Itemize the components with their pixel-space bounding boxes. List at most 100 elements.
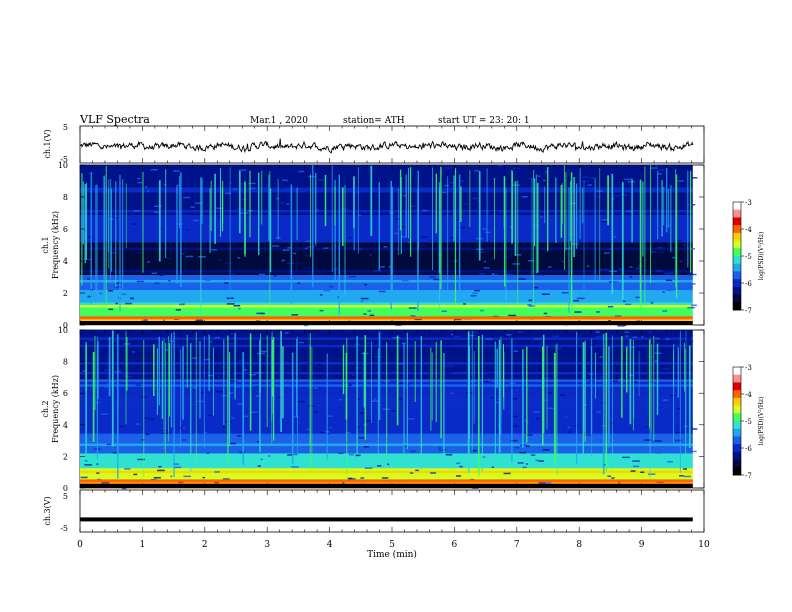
spectrogram-speckle bbox=[217, 259, 222, 261]
spectrogram-speckle bbox=[286, 383, 290, 385]
spectrogram-speckle bbox=[383, 246, 388, 248]
spectrogram-speckle bbox=[668, 400, 672, 402]
spectrogram-speckle bbox=[207, 199, 212, 201]
spectrogram-speckle bbox=[208, 414, 213, 417]
spectrogram-speckle bbox=[133, 210, 141, 212]
spectrogram-speckle bbox=[608, 170, 614, 173]
spectrogram-speckle bbox=[512, 389, 518, 391]
frequency-tick-label: 4 bbox=[63, 421, 68, 430]
spectrogram-speckle bbox=[542, 449, 550, 451]
spectrogram-speckle bbox=[557, 199, 562, 202]
spectrogram-speckle bbox=[485, 241, 490, 243]
spectrogram-speckle bbox=[463, 177, 466, 179]
spectrogram-band bbox=[80, 463, 693, 467]
spectrogram-speckle bbox=[143, 319, 148, 321]
colorbar-tick-label: -6 bbox=[745, 445, 752, 453]
spectrogram-speckle bbox=[202, 476, 206, 479]
spectrogram-speckle bbox=[150, 169, 158, 171]
spectrogram-speckle bbox=[237, 439, 246, 441]
spectrogram-speckle bbox=[613, 236, 617, 238]
spectrogram-speckle bbox=[225, 262, 233, 264]
spectrogram-speckle bbox=[204, 431, 208, 434]
spectrogram-speckle bbox=[279, 440, 284, 443]
spectrogram-speckle bbox=[599, 268, 604, 271]
colorbar-segment bbox=[733, 413, 741, 422]
spectrogram-speckle bbox=[135, 384, 141, 386]
spectrogram-speckle bbox=[665, 338, 670, 340]
spectrogram-speckle bbox=[395, 356, 398, 358]
colorbar-segment bbox=[733, 374, 741, 383]
spectrogram-speckle bbox=[540, 450, 547, 453]
spectrogram-speckle bbox=[276, 197, 280, 200]
spectrogram-speckle bbox=[240, 212, 248, 214]
spectrogram-speckle bbox=[453, 335, 461, 338]
colorbar-segment bbox=[733, 367, 741, 376]
spectrogram-speckle bbox=[291, 314, 299, 316]
spectrogram-band bbox=[80, 215, 693, 218]
spectrogram-speckle bbox=[588, 177, 595, 179]
spectrogram-speckle bbox=[675, 240, 682, 242]
spectrogram-speckle bbox=[224, 282, 229, 284]
spectrogram-speckle bbox=[379, 330, 388, 333]
spectrogram-speckle bbox=[82, 401, 86, 404]
spectrogram-band bbox=[80, 187, 693, 191]
spectrogram-speckle bbox=[659, 252, 665, 254]
spectrogram-speckle bbox=[149, 418, 155, 421]
spectrogram-speckle bbox=[622, 300, 626, 302]
spectrogram-speckle bbox=[401, 279, 409, 282]
spectrogram-speckle bbox=[303, 267, 312, 269]
spectrogram-speckle bbox=[531, 438, 539, 440]
spectrogram-speckle bbox=[664, 272, 669, 275]
spectrogram-speckle bbox=[533, 411, 540, 413]
spectrogram-speckle bbox=[108, 308, 114, 311]
spectrogram-speckle bbox=[629, 276, 633, 278]
spectrogram-speckle bbox=[624, 331, 630, 333]
spectrogram-speckle bbox=[179, 303, 185, 306]
spectrogram-speckle bbox=[586, 344, 595, 347]
spectrogram-speckle bbox=[679, 178, 686, 181]
spectrogram-speckle bbox=[612, 281, 619, 283]
spectrogram-speckle bbox=[659, 337, 666, 339]
spectrogram-speckle bbox=[338, 398, 343, 401]
spectrogram-band bbox=[80, 265, 693, 268]
spectrogram-speckle bbox=[617, 325, 625, 327]
spectrogram-speckle bbox=[538, 339, 543, 341]
spectrogram-speckle bbox=[490, 211, 498, 213]
spectrogram-speckle bbox=[425, 445, 432, 448]
spectrogram-speckle bbox=[675, 431, 682, 434]
spectrogram-speckle bbox=[239, 451, 245, 454]
spectrogram-speckle bbox=[287, 454, 293, 456]
time-tick-label: 6 bbox=[452, 540, 458, 550]
spectrogram-speckle bbox=[392, 371, 398, 373]
spectrogram-speckle bbox=[135, 423, 140, 425]
spectrogram-speckle bbox=[561, 260, 564, 263]
spectrogram-speckle bbox=[541, 399, 548, 401]
spectrogram-speckle bbox=[672, 256, 676, 259]
spectrogram-speckle bbox=[355, 367, 363, 369]
spectrogram-speckle bbox=[483, 260, 486, 263]
spectrogram-speckle bbox=[291, 179, 298, 181]
spectrogram-speckle bbox=[144, 186, 147, 188]
spectrogram-band bbox=[80, 473, 693, 476]
spectrogram-speckle bbox=[534, 286, 539, 289]
spectrogram-speckle bbox=[587, 184, 592, 186]
spectrogram-speckle bbox=[635, 296, 640, 299]
spectrogram-speckle bbox=[506, 334, 512, 336]
spectrogram-speckle bbox=[419, 181, 423, 183]
spectrogram-speckle bbox=[566, 253, 569, 256]
spectrogram-speckle bbox=[358, 248, 362, 251]
spectrogram-speckle bbox=[317, 363, 321, 366]
spectrogram-speckle bbox=[657, 169, 666, 171]
spectrogram-speckle bbox=[351, 374, 356, 376]
spectrogram-speckle bbox=[195, 319, 204, 322]
spectrogram-band bbox=[80, 334, 693, 338]
spectrogram-speckle bbox=[80, 476, 88, 479]
spectrogram-speckle bbox=[596, 311, 600, 313]
spectrogram-speckle bbox=[527, 260, 535, 262]
spectrogram-speckle bbox=[561, 292, 569, 294]
spectrogram-speckle bbox=[198, 256, 206, 258]
spectrogram-speckle bbox=[513, 350, 519, 352]
spectrogram-speckle bbox=[241, 198, 247, 201]
spectrogram-speckle bbox=[216, 207, 224, 209]
spectrogram-speckle bbox=[260, 458, 263, 461]
